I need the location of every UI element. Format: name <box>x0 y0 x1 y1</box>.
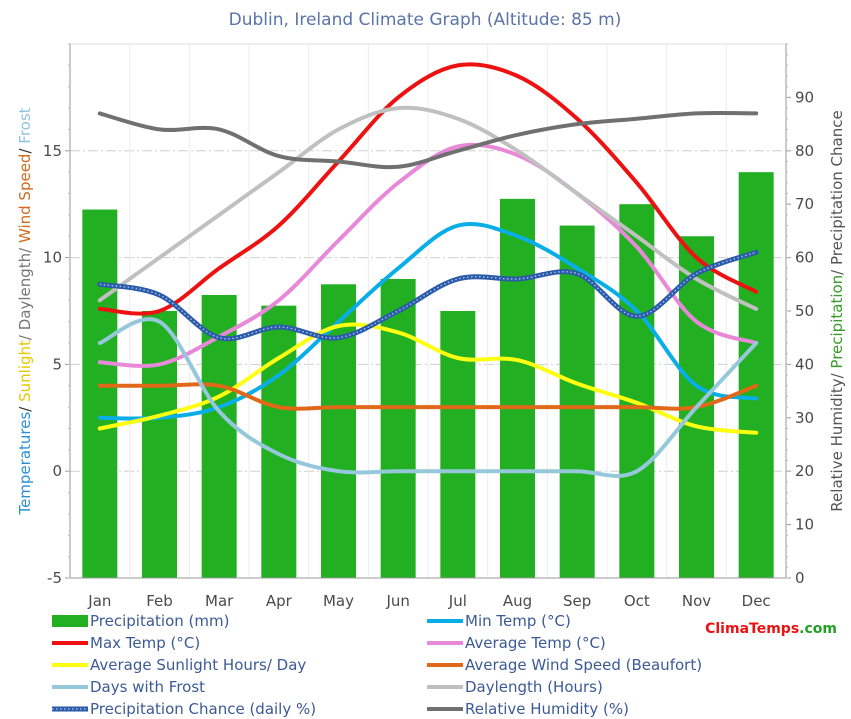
axis-label-part: Wind Speed <box>16 154 34 244</box>
series-lines <box>97 62 759 478</box>
precipitation-bar <box>261 305 297 578</box>
legend-label: Relative Humidity (%) <box>465 700 629 718</box>
axis-label-part: Precipitation <box>828 275 846 369</box>
axis-label-part: Relative Humidity <box>828 378 846 511</box>
brand-part-temps: Temps <box>749 621 799 637</box>
precipitation-bar <box>82 209 118 579</box>
brand-part-com: .com <box>799 621 837 637</box>
brand-logo: ClimaTemps.com <box>705 621 837 637</box>
average-wind-speed-beaufort-line <box>97 382 759 411</box>
legend-item-daylength-hours: Daylength (Hours) <box>427 678 603 696</box>
right-tick-label: 60 <box>795 249 814 267</box>
precipitation-bar <box>500 198 535 579</box>
legend-label: Average Wind Speed (Beaufort) <box>465 656 702 674</box>
right-tick-label: 30 <box>795 409 814 427</box>
legend-item-min-temp-c: Min Temp (°C) <box>427 612 571 630</box>
legend-item-relative-humidity: Relative Humidity (%) <box>427 700 629 718</box>
daylength-hours-line <box>97 105 759 311</box>
precipitation-bar <box>380 278 416 578</box>
axis-label-part: / Daylength/ <box>16 243 34 340</box>
relative-humidity-line <box>97 111 759 170</box>
average-sunlight-hours-day-line <box>97 322 759 435</box>
x-tick-label: Mar <box>205 592 234 610</box>
legend: Precipitation (mm) Min Temp (°C) Max Temp … <box>52 612 702 718</box>
right-axis: 0 10 20 30 40 50 60 70 80 90 <box>785 43 814 587</box>
right-axis-label: Relative Humidity/ Precipitation/ Precip… <box>828 110 846 511</box>
precipitation-bar <box>738 172 774 578</box>
left-tick-label: 15 <box>43 142 62 160</box>
grid <box>69 44 787 579</box>
x-tick-label: May <box>323 592 354 610</box>
x-tick-label: Feb <box>146 592 173 610</box>
legend-label: Days with Frost <box>90 678 205 696</box>
days-with-frost-line <box>97 317 759 478</box>
x-tick-label: Sep <box>563 592 591 610</box>
left-axis-label: Temperatures/ Sunlight/ Daylength/ Wind … <box>16 107 34 515</box>
right-tick-label: 90 <box>795 88 814 106</box>
brand-part-clima: Clima <box>705 621 749 637</box>
axis-label-part: Frost <box>16 107 34 143</box>
legend-item-max-temp-c: Max Temp (°C) <box>52 634 200 652</box>
precipitation-bar <box>142 311 177 578</box>
axis-label-part: / <box>16 402 34 412</box>
max-temp-c-line <box>97 62 759 316</box>
right-tick-label: 20 <box>795 462 814 480</box>
left-axis: -5 0 5 10 15 <box>43 43 71 587</box>
x-tick-label: Aug <box>503 592 532 610</box>
legend-label: Min Temp (°C) <box>465 612 571 630</box>
x-tick-label: Oct <box>624 592 650 610</box>
legend-item-average-temp-c: Average Temp (°C) <box>427 634 606 652</box>
legend-swatch <box>52 615 88 627</box>
legend-item-precipitation-chance-daily: Precipitation Chance (daily %) <box>52 700 316 718</box>
precipitation-bar <box>619 204 655 578</box>
x-tick-label: Apr <box>266 592 293 610</box>
left-tick-label: -5 <box>47 569 62 587</box>
left-tick-label: 5 <box>52 355 62 373</box>
precipitation-bars <box>82 172 774 579</box>
right-tick-label: 10 <box>795 516 814 534</box>
left-tick-label: 0 <box>52 462 62 480</box>
right-tick-label: 50 <box>795 302 814 320</box>
legend-label: Average Sunlight Hours/ Day <box>90 656 306 674</box>
legend-label: Precipitation Chance (daily %) <box>90 700 316 718</box>
x-tick-label: Jan <box>87 592 111 610</box>
axis-label-part: / <box>16 144 34 154</box>
x-tick-label: Nov <box>682 592 711 610</box>
axis-label-part: Sunlight <box>16 340 34 402</box>
legend-label: Precipitation (mm) <box>90 612 229 630</box>
precipitation-bar <box>440 311 476 578</box>
x-tick-label: Dec <box>742 592 771 610</box>
legend-label: Max Temp (°C) <box>90 634 200 652</box>
legend-item-average-wind-speed-beaufort: Average Wind Speed (Beaufort) <box>427 656 702 674</box>
legend-label: Daylength (Hours) <box>465 678 603 696</box>
precipitation-bar <box>559 225 595 578</box>
precipitation-chance-daily-line-dots <box>99 251 757 340</box>
right-tick-label: 70 <box>795 195 814 213</box>
axis-label-part: Temperatures <box>16 412 34 516</box>
x-tick-label: Jul <box>448 592 467 610</box>
legend-item-days-with-frost: Days with Frost <box>52 678 205 696</box>
legend-item-precipitation-mm: Precipitation (mm) <box>52 612 229 630</box>
x-axis: Jan Feb Mar Apr May Jun Jul Aug Sep Oct Nov Dec <box>70 577 786 610</box>
axis-label-part: / <box>828 369 846 379</box>
legend-item-average-sunlight-hours-day: Average Sunlight Hours/ Day <box>52 656 306 674</box>
axis-label-part: / Precipitation Chance <box>828 110 846 275</box>
right-tick-label: 0 <box>795 569 805 587</box>
x-tick-label: Jun <box>385 592 409 610</box>
right-tick-label: 40 <box>795 355 814 373</box>
chart-title: Dublin, Ireland Climate Graph (Altitude:… <box>229 10 622 30</box>
left-tick-label: 10 <box>43 249 62 267</box>
legend-label: Average Temp (°C) <box>465 634 606 652</box>
right-tick-label: 80 <box>795 142 814 160</box>
min-temp-c-line <box>97 221 759 421</box>
